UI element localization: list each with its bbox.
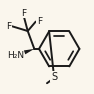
Text: H₂N: H₂N — [7, 51, 25, 60]
Text: F: F — [37, 17, 42, 26]
Text: S: S — [51, 72, 57, 82]
Text: F: F — [21, 9, 27, 18]
Polygon shape — [24, 49, 34, 54]
Text: F: F — [6, 22, 11, 31]
